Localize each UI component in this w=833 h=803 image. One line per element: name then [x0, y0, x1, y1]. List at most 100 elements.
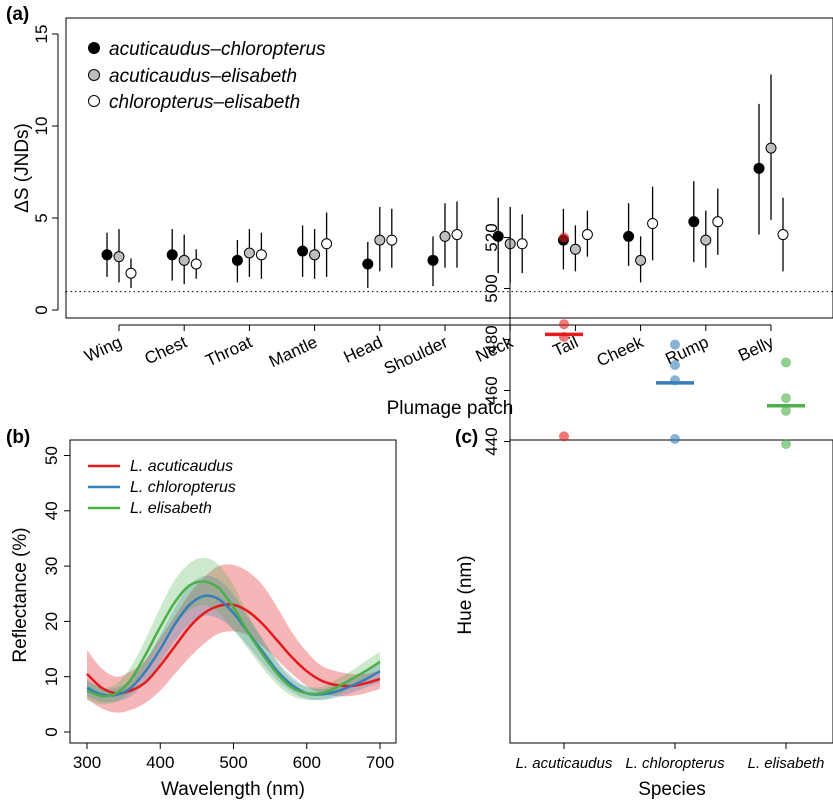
y-tick-label: 40	[42, 501, 61, 520]
panel-b-label: (b)	[6, 427, 30, 448]
hue-point-l-chloropterus-0	[670, 339, 680, 350]
panel-a-frame	[65, 17, 833, 319]
panel-b-legend: L. acuticaudus L. chloropterus L. elisab…	[88, 458, 236, 517]
panel-a-y-axis: 0 5 10 15	[32, 25, 59, 315]
x-tick-label-throat: Throat	[203, 332, 256, 370]
y-tick-label: 5	[32, 213, 51, 222]
point-acuticaudus-chloropterus-throat	[231, 254, 243, 266]
y-tick-label: 0	[32, 305, 51, 314]
point-acuticaudus-chloropterus-chest	[166, 249, 178, 261]
x-tick-label: 400	[146, 753, 174, 772]
legend-marker-ae	[88, 69, 100, 81]
panel-b-bands	[87, 557, 380, 713]
panel-c-ylabel: Hue (nm)	[455, 555, 476, 634]
series-line-l-chloropterus	[86, 594, 381, 697]
point-acuticaudus-elisabeth-belly	[765, 142, 777, 154]
point-acuticaudus-elisabeth-chest	[178, 254, 190, 266]
y-tick-label: 10	[32, 117, 51, 136]
x-tick-label-belly: Belly	[735, 332, 777, 365]
legend-label-acuticaudus: L. acuticaudus	[130, 458, 233, 475]
hue-point-l-chloropterus-1	[670, 360, 680, 370]
x-tick-label: 300	[73, 753, 101, 772]
panel-a-label: (a)	[6, 4, 29, 25]
panel-a: (a) 0 5 10 15 Wing Chest Throat Mantle HeadShou…	[6, 4, 833, 419]
confidence-band-l-acuticaudus	[87, 564, 380, 713]
panel-a-ylabel: ΔS (JNDs)	[12, 123, 33, 213]
point-acuticaudus-chloropterus-neck	[492, 230, 504, 242]
panel-a-legend: acuticaudus–chloropterus acuticaudus–eli…	[88, 39, 326, 113]
x-tick-label: 700	[366, 753, 394, 772]
legend-label-elisabeth: L. elisabeth	[130, 500, 212, 517]
point-acuticaudus-elisabeth-rump	[700, 234, 712, 246]
hue-point-l-acuticaudus-1	[559, 319, 569, 330]
point-acuticaudus-elisabeth-tail	[569, 243, 581, 255]
point-chloropterus-elisabeth-wing	[125, 267, 137, 279]
legend-marker-ac	[88, 42, 100, 54]
series-line-l-elisabeth	[86, 580, 381, 698]
y-tick-label: 10	[42, 667, 61, 686]
y-tick-label: 20	[42, 612, 61, 631]
x-tick-label-l-chloropterus: L. chloropterus	[625, 755, 725, 772]
point-acuticaudus-chloropterus-shoulder	[427, 254, 439, 266]
point-chloropterus-elisabeth-cheek	[647, 218, 659, 230]
hue-point-l-elisabeth-1	[781, 393, 791, 404]
panel-c-marks	[545, 232, 805, 450]
x-tick-label-l-elisabeth: L. elisabeth	[748, 755, 825, 772]
panel-b-x-axis: 300 400 500 600 700	[73, 742, 394, 772]
y-tick-label: 50	[42, 446, 61, 465]
hue-point-l-chloropterus-3	[670, 433, 680, 444]
point-chloropterus-elisabeth-neck	[516, 238, 528, 250]
y-tick-label: 500	[482, 274, 501, 302]
series-line-l-acuticaudus	[86, 603, 381, 695]
x-tick-label-rump: Rump	[662, 332, 711, 368]
legend-label-ac: acuticaudus–chloropterus	[109, 39, 326, 60]
y-tick-label: 0	[42, 727, 61, 736]
point-acuticaudus-chloropterus-belly	[753, 162, 765, 174]
x-tick-label-cheek: Cheek	[594, 332, 647, 370]
x-tick-label-l-acuticaudus: L. acuticaudus	[516, 755, 613, 772]
point-chloropterus-elisabeth-shoulder	[451, 229, 463, 241]
point-chloropterus-elisabeth-rump	[712, 216, 724, 228]
legend-label-ce: chloropterus–elisabeth	[109, 92, 300, 113]
point-acuticaudus-chloropterus-mantle	[297, 245, 309, 257]
x-tick-label-chest: Chest	[142, 332, 191, 368]
panel-c-xlabel: Species	[638, 779, 706, 800]
confidence-band-l-elisabeth	[87, 557, 380, 705]
x-tick-label-mantle: Mantle	[266, 332, 320, 371]
point-chloropterus-elisabeth-chest	[190, 258, 202, 270]
point-acuticaudus-chloropterus-wing	[101, 249, 113, 261]
panel-b-xlabel: Wavelength (nm)	[161, 779, 305, 800]
point-chloropterus-elisabeth-throat	[255, 249, 267, 261]
legend-label-chloropterus: L. chloropterus	[130, 479, 236, 496]
point-chloropterus-elisabeth-tail	[581, 229, 593, 241]
hue-point-l-elisabeth-3	[781, 439, 791, 450]
point-acuticaudus-chloropterus-cheek	[623, 230, 635, 242]
panel-c-x-axis: L. acuticaudus L. chloropterus L. elisabet…	[516, 742, 825, 772]
y-tick-label: 440	[482, 427, 501, 455]
point-acuticaudus-elisabeth-cheek	[635, 254, 647, 266]
x-tick-label: 500	[219, 753, 247, 772]
x-tick-label-wing: Wing	[82, 332, 125, 366]
hue-point-l-elisabeth-0	[781, 357, 791, 368]
point-acuticaudus-elisabeth-shoulder	[439, 230, 451, 242]
x-tick-label-head: Head	[341, 332, 386, 366]
panel-a-xlabel: Plumage patch	[387, 398, 514, 419]
panel-c-y-axis: 440 460 480 500 520	[482, 223, 511, 456]
legend-marker-ce	[88, 95, 100, 107]
panel-c: (c) 440 460 480 500 520 L. acuticaudus L. chl…	[455, 223, 833, 800]
y-tick-label: 15	[32, 25, 51, 44]
point-chloropterus-elisabeth-belly	[777, 229, 789, 241]
y-tick-label: 30	[42, 557, 61, 576]
hue-point-l-acuticaudus-0	[559, 232, 569, 243]
point-acuticaudus-elisabeth-head	[374, 234, 386, 246]
panel-a-marks	[101, 74, 789, 288]
y-tick-label: 460	[482, 376, 501, 404]
hue-point-l-elisabeth-2	[781, 405, 791, 416]
point-acuticaudus-chloropterus-head	[362, 258, 374, 270]
panel-b-y-axis: 0 10 20 30 40 50	[42, 446, 71, 737]
point-chloropterus-elisabeth-head	[386, 234, 398, 246]
point-acuticaudus-elisabeth-mantle	[309, 249, 321, 261]
panel-b-ylabel: Reflectance (%)	[10, 527, 31, 662]
